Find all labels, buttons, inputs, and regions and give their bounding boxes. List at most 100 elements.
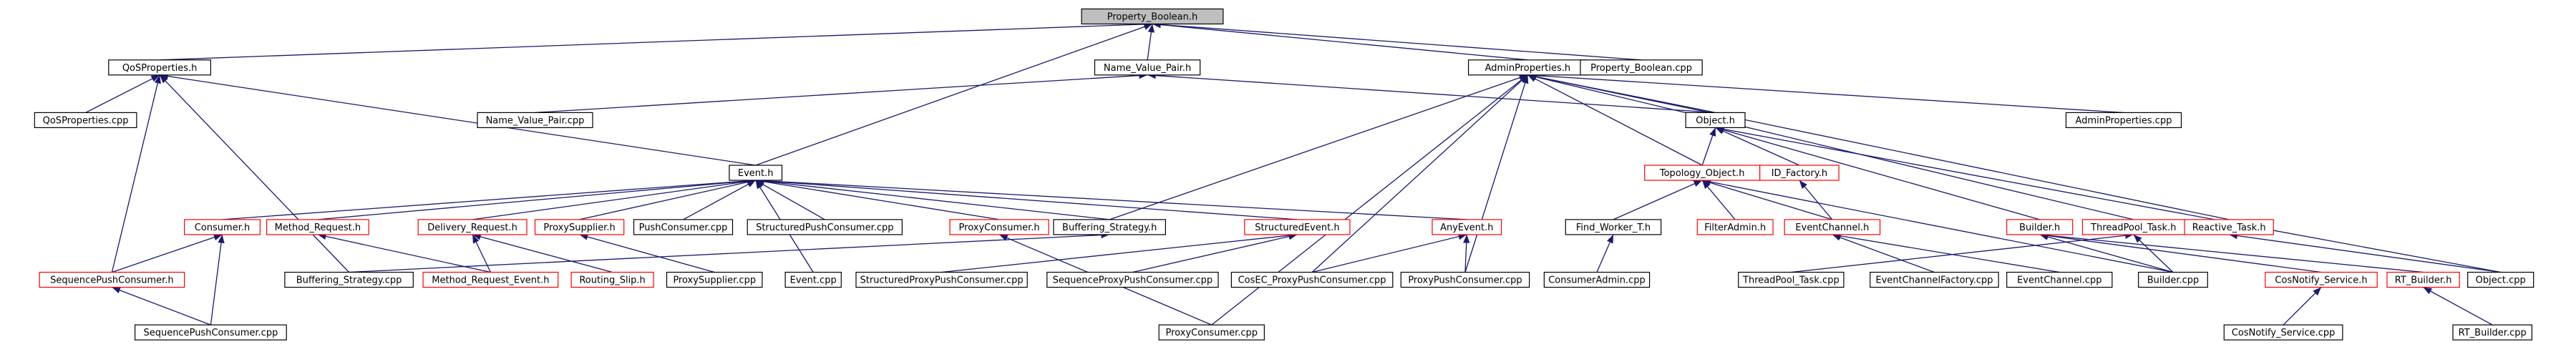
node-label: CosEC_ProxyPushConsumer.cpp — [1238, 275, 1386, 286]
include-edge — [1715, 127, 1800, 166]
node-box — [1230, 271, 1394, 288]
include-edge — [1715, 127, 2040, 220]
include-edge — [683, 180, 757, 220]
include-edge — [472, 177, 756, 220]
include-edge — [1527, 73, 2230, 220]
node-label: ProxySupplier.cpp — [673, 275, 756, 286]
file-node: ThreadPool_Task.h — [2081, 219, 2185, 235]
file-node: QoSProperties.h — [108, 59, 212, 76]
node-box — [1046, 271, 1219, 288]
file-node: Reactive_Task.h — [2184, 219, 2274, 235]
include-edge — [160, 72, 756, 166]
include-edge — [317, 233, 491, 273]
file-node: ProxyConsumer.cpp — [1158, 324, 1265, 341]
include-edge — [535, 72, 1148, 114]
node-box — [633, 219, 734, 235]
node-label: Builder.h — [2019, 223, 2060, 233]
node-label: Method_Request_Event.h — [432, 275, 549, 286]
file-node: Buffering_Strategy.h — [1053, 219, 1166, 235]
node-box — [266, 219, 369, 235]
include-edge — [1702, 178, 2174, 273]
node-box — [747, 219, 903, 235]
node-box — [949, 219, 1049, 235]
file-node: Object.cpp — [2467, 271, 2534, 288]
include-edge — [1147, 24, 1155, 60]
include-edge — [349, 231, 1110, 273]
include-edge — [1701, 127, 1716, 166]
node-box — [1870, 271, 1999, 288]
include-edge — [1799, 180, 1833, 220]
node-label: QoSProperties.cpp — [43, 115, 129, 126]
file-node: StructuredPushConsumer.cpp — [747, 219, 903, 235]
node-box — [1400, 271, 1530, 288]
include-edge — [755, 177, 1298, 220]
node-box — [570, 271, 654, 288]
file-node: ProxySupplier.cpp — [666, 271, 763, 288]
file-node: Builder.cpp — [2138, 271, 2208, 288]
include-edge — [579, 233, 715, 273]
node-label: AdminProperties.cpp — [2076, 115, 2172, 126]
file-node: Buffering_Strategy.cpp — [284, 271, 414, 288]
file-node: AdminProperties.cpp — [2065, 112, 2182, 128]
node-label: Event.h — [738, 168, 774, 179]
file-node: ConsumerAdmin.cpp — [1543, 271, 1651, 288]
node-label: Builder.cpp — [2147, 275, 2200, 286]
file-node: Consumer.h — [184, 219, 261, 235]
file-node: RT_Builder.h — [2386, 271, 2460, 288]
node-box — [2184, 219, 2274, 235]
file-node: SequenceProxyPushConsumer.cpp — [1046, 271, 1219, 288]
node-label: ID_Factory.h — [1771, 168, 1827, 179]
node-label: Method_Request.h — [275, 223, 361, 233]
node-label: StructuredProxyPushConsumer.cpp — [860, 275, 1024, 286]
include-edge — [941, 232, 1298, 273]
file-node: Find_Worker_T.h — [1565, 219, 1662, 235]
node-box — [1696, 219, 1774, 235]
include-edge — [85, 74, 160, 113]
file-node: AdminProperties.h — [1468, 59, 1588, 76]
include-edge — [2133, 234, 2174, 273]
include-edge — [1152, 21, 1642, 61]
node-box — [729, 165, 783, 181]
node-label: Object.cpp — [2476, 275, 2526, 286]
file-node: StructuredProxyPushConsumer.cpp — [855, 271, 1028, 288]
node-box — [1685, 112, 1746, 128]
node-label: ConsumerAdmin.cpp — [1548, 275, 1646, 286]
node-label: CosNotify_Service.cpp — [2232, 328, 2336, 338]
node-label: Topology_Object.h — [1659, 168, 1745, 179]
include-edge — [1596, 234, 1614, 273]
node-box — [1565, 219, 1662, 235]
node-label: Routing_Slip.h — [579, 275, 645, 286]
file-node: ProxySupplier.h — [534, 219, 625, 235]
node-label: Property_Boolean.h — [1107, 12, 1198, 23]
file-node: Builder.h — [2006, 219, 2074, 235]
include-edge — [1109, 74, 1528, 220]
include-edge — [1527, 72, 2124, 114]
include-edge — [1613, 180, 1703, 220]
node-box — [34, 112, 137, 128]
file-node: Topology_Object.h — [1644, 165, 1761, 181]
node-box — [1053, 219, 1166, 235]
file-node: Name_Value_Pair.cpp — [477, 112, 593, 128]
include-edge — [1132, 233, 1298, 273]
include-edge — [579, 178, 756, 220]
node-label: ProxyConsumer.cpp — [1166, 328, 1258, 338]
node-box — [1759, 165, 1839, 181]
file-node: Event.cpp — [784, 271, 842, 288]
include-edge — [1715, 125, 2501, 273]
node-label: ProxyPushConsumer.cpp — [1408, 275, 1522, 286]
file-node: AnyEvent.h — [1432, 219, 1502, 235]
file-node: Method_Request_Event.h — [422, 271, 559, 288]
node-box — [1738, 271, 1844, 288]
node-label: QoSProperties.h — [122, 63, 198, 74]
node-label: ProxySupplier.h — [543, 223, 615, 233]
node-box — [284, 271, 414, 288]
file-node: QoSProperties.cpp — [34, 112, 137, 128]
file-node: CosNotify_Service.h — [2265, 271, 2378, 288]
include-edge — [755, 177, 1110, 220]
node-label: SequencePushConsumer.cpp — [143, 328, 278, 338]
node-label: StructuredEvent.h — [1255, 223, 1339, 233]
node-label: StructuredPushConsumer.cpp — [756, 223, 893, 233]
include-edge — [2039, 233, 2174, 273]
node-label: Delivery_Request.h — [427, 223, 517, 233]
include-edge — [2229, 232, 2501, 273]
